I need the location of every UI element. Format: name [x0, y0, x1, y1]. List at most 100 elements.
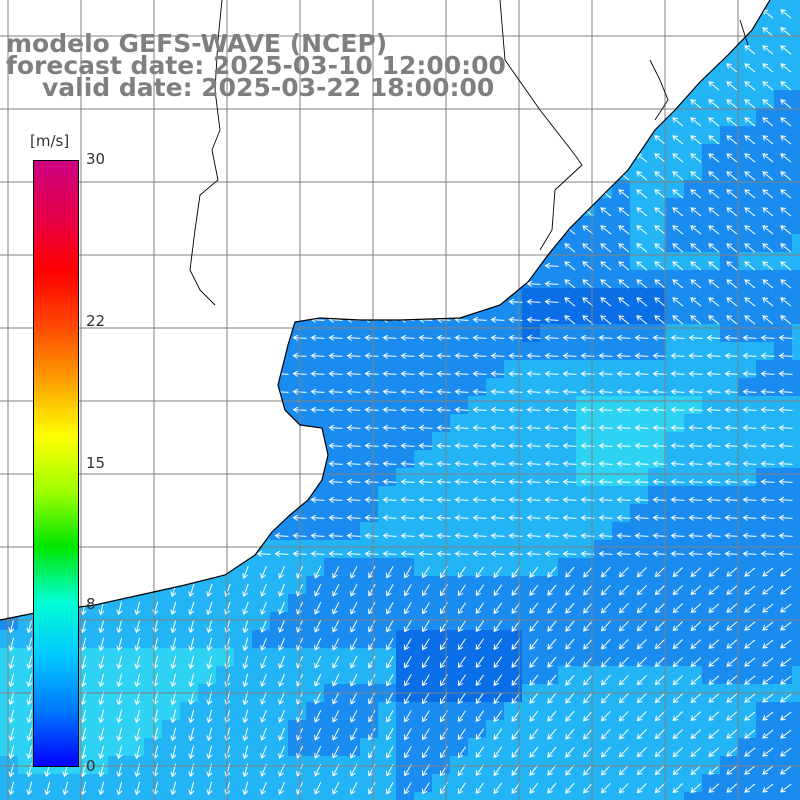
- field-cell: [396, 756, 414, 774]
- wind-arrow: [26, 673, 33, 688]
- field-cell: [738, 360, 756, 378]
- wind-arrow: [706, 352, 721, 359]
- field-cell: [252, 756, 270, 774]
- wind-arrow: [454, 550, 469, 557]
- field-cell: [324, 504, 342, 522]
- field-cell: [180, 648, 198, 666]
- wind-arrow: [583, 764, 593, 776]
- wind-arrow: [565, 620, 575, 632]
- field-cell: [0, 720, 18, 738]
- field-cell: [792, 648, 800, 666]
- field-cell: [144, 612, 162, 630]
- field-cell: [594, 612, 612, 630]
- wind-arrow: [98, 637, 105, 652]
- wind-arrow: [616, 424, 631, 431]
- wind-arrow: [368, 656, 376, 669]
- field-cell: [666, 180, 684, 198]
- field-cell: [108, 648, 126, 666]
- wind-arrow: [600, 692, 611, 704]
- wind-arrow: [436, 316, 451, 323]
- field-cell: [576, 738, 594, 756]
- wind-arrow: [706, 532, 721, 539]
- wind-arrow: [778, 388, 793, 395]
- field-cell: [306, 612, 324, 630]
- field-cell: [126, 774, 144, 792]
- wind-arrow: [332, 673, 340, 687]
- wind-arrow: [690, 243, 702, 253]
- field-cell: [738, 126, 756, 144]
- wind-arrow: [706, 478, 721, 485]
- field-cell: [126, 630, 144, 648]
- wind-arrow: [508, 388, 523, 395]
- wind-arrow: [780, 99, 792, 109]
- wind-arrow: [762, 621, 774, 631]
- field-cell: [576, 324, 594, 342]
- field-cell: [684, 252, 702, 270]
- colorbar-tick-label: 8: [86, 595, 96, 614]
- wind-arrow: [310, 388, 325, 395]
- field-cell: [396, 792, 414, 800]
- wind-arrow: [475, 710, 485, 723]
- field-cell: [504, 630, 522, 648]
- field-cell: [612, 720, 630, 738]
- wind-arrow: [654, 693, 665, 704]
- field-cell: [306, 756, 324, 774]
- field-cell: [738, 54, 756, 72]
- field-cell: [648, 486, 666, 504]
- field-cell: [702, 558, 720, 576]
- wind-arrow: [278, 655, 285, 669]
- field-cell: [792, 342, 800, 360]
- field-cell: [198, 756, 216, 774]
- wind-arrow: [600, 656, 611, 668]
- field-cell: [774, 216, 792, 234]
- field-cell: [540, 414, 558, 432]
- field-cell: [324, 522, 342, 540]
- field-cell: [612, 234, 630, 252]
- wind-arrow: [760, 424, 775, 431]
- wind-arrow: [618, 171, 630, 181]
- field-cell: [468, 756, 486, 774]
- wind-arrow: [436, 352, 451, 359]
- field-cell: [666, 558, 684, 576]
- wind-arrow: [654, 621, 665, 632]
- field-cell: [648, 468, 666, 486]
- wind-arrow: [780, 225, 792, 235]
- wind-arrow: [422, 656, 430, 669]
- field-cell: [738, 504, 756, 522]
- field-cell: [738, 738, 756, 756]
- field-cell: [756, 666, 774, 684]
- wind-arrow: [760, 496, 775, 503]
- wind-arrow: [672, 675, 684, 686]
- field-cell: [324, 540, 342, 558]
- wind-arrow: [382, 424, 397, 431]
- wind-arrow: [690, 657, 702, 668]
- wind-arrow: [562, 460, 577, 467]
- field-cell: [684, 288, 702, 306]
- wind-arrow: [526, 352, 541, 359]
- field-cell: [594, 504, 612, 522]
- field-cell: [198, 666, 216, 684]
- field-cell: [540, 756, 558, 774]
- field-cell: [378, 576, 396, 594]
- field-cell: [648, 360, 666, 378]
- field-cell: [720, 666, 738, 684]
- field-cell: [630, 486, 648, 504]
- field-cell: [684, 756, 702, 774]
- field-cell: [648, 666, 666, 684]
- field-cell: [360, 504, 378, 522]
- wind-arrow: [760, 406, 775, 413]
- wind-arrow: [116, 727, 123, 742]
- field-cell: [558, 666, 576, 684]
- wind-arrow: [762, 135, 774, 145]
- field-cell: [414, 702, 432, 720]
- wind-arrow: [672, 657, 684, 668]
- field-cell: [378, 756, 396, 774]
- wind-arrow: [346, 478, 361, 485]
- field-cell: [594, 558, 612, 576]
- wind-arrow: [475, 620, 485, 633]
- field-cell: [234, 702, 252, 720]
- field-cell: [648, 270, 666, 288]
- field-cell: [738, 306, 756, 324]
- wind-arrow: [508, 298, 523, 305]
- field-cell: [738, 288, 756, 306]
